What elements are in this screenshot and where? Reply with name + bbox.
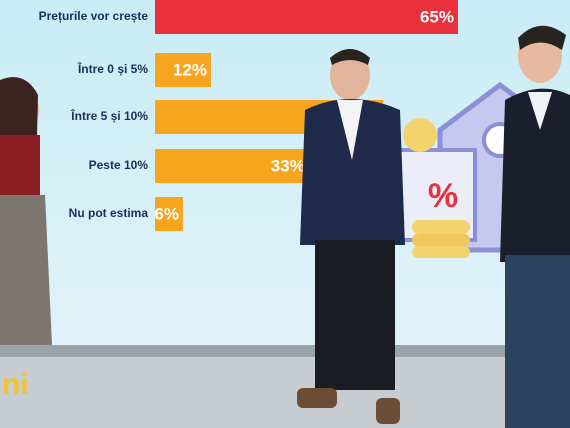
value-label: 6% bbox=[154, 204, 179, 223]
category-label: Peste 10% bbox=[89, 158, 149, 172]
presenter-left bbox=[0, 77, 52, 345]
svg-text:%: % bbox=[428, 177, 458, 215]
bar bbox=[155, 197, 183, 231]
bar bbox=[155, 149, 309, 183]
presenter-middle bbox=[297, 49, 405, 424]
category-label: Prețurile vor crește bbox=[39, 9, 149, 23]
category-label: Între 5 și 10% bbox=[70, 108, 148, 123]
category-label: Nu pot estima bbox=[69, 206, 149, 220]
bar bbox=[155, 0, 458, 34]
value-label: 33% bbox=[271, 156, 305, 175]
category-label: Între 0 și 5% bbox=[77, 61, 148, 76]
value-label: 65% bbox=[420, 7, 454, 26]
bar bbox=[155, 53, 211, 87]
bar-chart: Prețurile vor crește 65% Între 0 și 5% 12% Î… bbox=[39, 0, 458, 231]
presenter-right bbox=[500, 25, 570, 428]
floor bbox=[0, 350, 570, 428]
value-label: 12% bbox=[173, 60, 207, 79]
channel-logo: ni bbox=[2, 368, 29, 401]
screen-edge bbox=[0, 345, 570, 357]
